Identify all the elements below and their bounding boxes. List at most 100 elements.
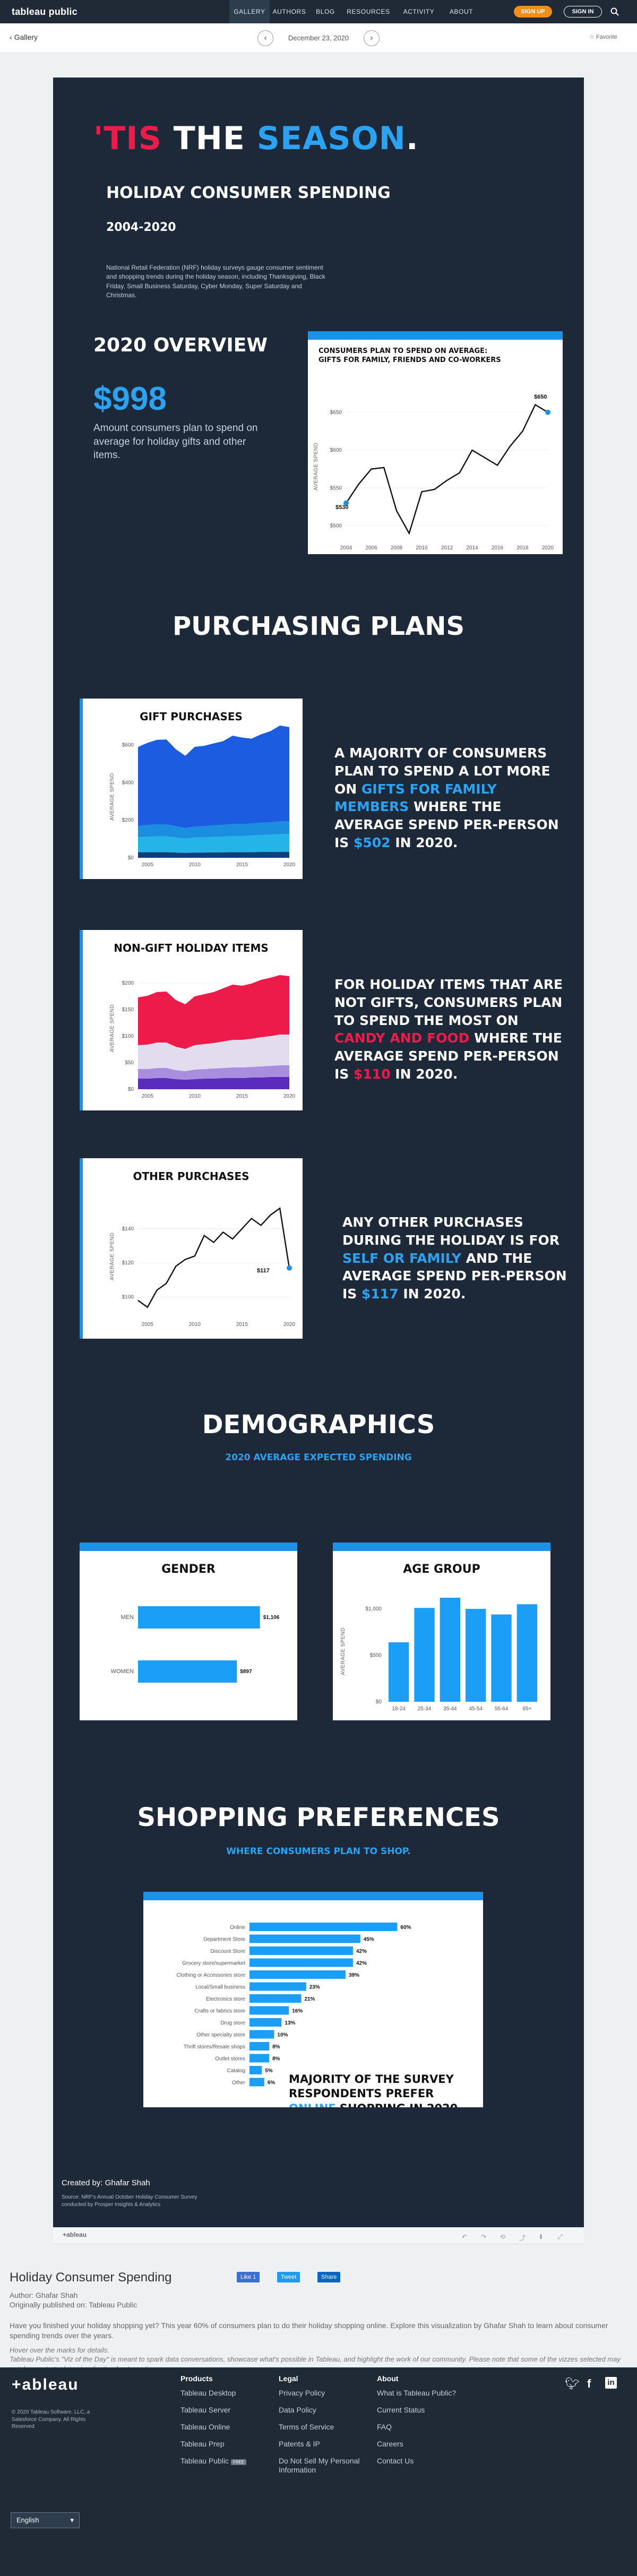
other-chart-title: OTHER PURCHASES [133, 1170, 249, 1183]
tableau-toolbar-logo[interactable]: +ableau [63, 2231, 87, 2238]
footer-legal-heading: Legal [279, 2374, 298, 2383]
gallery-back-link[interactable]: ‹ Gallery [10, 33, 38, 41]
hero-the: THE [161, 120, 257, 157]
viz-title: Holiday Consumer Spending [10, 2270, 172, 2285]
previous-viz-button[interactable]: ‹ [257, 30, 273, 46]
next-viz-button[interactable]: › [364, 30, 380, 46]
gift-highlight: GIFTS FOR FAMILY MEMBERS [334, 781, 497, 815]
other-line-chart[interactable]: $100 $120 $140 2005 2010 2015 2020 [80, 1158, 303, 1339]
nav-blog[interactable]: BLOG [316, 8, 335, 15]
favorite-button[interactable]: ☆ Favorite [589, 33, 617, 40]
shop-category-label: Electronics store [206, 1996, 245, 2002]
footer-link-tableau-public[interactable]: Tableau Public FREE [180, 2457, 247, 2474]
undo-icon[interactable]: ↶ [462, 2233, 468, 2241]
linkedin-icon[interactable]: in [605, 2377, 617, 2389]
shopping-bar-chart[interactable]: Online 60% Department Store 45% Discount Sto… [143, 1892, 483, 2107]
shop-value-label: 8% [272, 2044, 280, 2050]
redo-icon[interactable]: ↷ [481, 2233, 487, 2241]
footer-link-tableau-desktop[interactable]: Tableau Desktop [180, 2389, 236, 2397]
shop-bar [249, 2018, 282, 2027]
gender-bar [138, 1606, 260, 1629]
linkedin-share-button[interactable]: Share [317, 2272, 341, 2282]
age-bar [440, 1598, 460, 1702]
footer-link-do-not-sell[interactable]: Do Not Sell My Personal Information [279, 2457, 360, 2474]
footer-link-data-policy[interactable]: Data Policy [279, 2406, 316, 2414]
y-tick-label: $200 [122, 980, 134, 986]
footer-link-careers[interactable]: Careers [377, 2440, 403, 2448]
footer-link-privacy-policy[interactable]: Privacy Policy [279, 2389, 325, 2397]
other-narrative: ANY OTHER PURCHASES DURING THE HOLIDAY I… [342, 1213, 576, 1303]
overview-start-label: $530 [335, 504, 349, 511]
gender-bar [138, 1660, 237, 1683]
other-end-label: $117 [257, 1268, 270, 1274]
fullscreen-icon[interactable]: ⤢ [557, 2233, 563, 2241]
gender-category-label: WOMEN [111, 1668, 134, 1675]
footer-link-what-is-tableau-public[interactable]: What is Tableau Public? [377, 2389, 457, 2397]
footer-link-patents[interactable]: Patents & IP [279, 2440, 320, 2448]
card-left-bar [80, 930, 83, 1110]
download-icon[interactable]: ⬇ [538, 2233, 544, 2241]
shop-bar [249, 2042, 270, 2051]
footer-link-tableau-server[interactable]: Tableau Server [180, 2406, 231, 2414]
x-tick-label: 2020 [542, 545, 554, 551]
intro-text: National Retail Federation (NRF) holiday… [106, 264, 325, 299]
y-tick-label: $650 [330, 410, 342, 416]
footer-link-current-status[interactable]: Current Status [377, 2406, 425, 2414]
overview-end-label: $650 [534, 394, 547, 400]
card-left-bar [80, 1158, 83, 1339]
viz-dashboard[interactable]: 'TIS THE SEASON. HOLIDAY CONSUMER SPENDI… [53, 77, 584, 2227]
nav-about[interactable]: ABOUT [449, 8, 474, 15]
footer-link-tableau-prep[interactable]: Tableau Prep [180, 2440, 225, 2448]
x-tick-label: 2020 [283, 1093, 296, 1099]
shop-value-label: 10% [277, 2032, 288, 2038]
tableau-public-logo[interactable]: tableau public [12, 6, 78, 17]
sign-up-button[interactable]: SIGN UP [514, 6, 552, 18]
nongift-area-chart[interactable]: $0 $50 $100 $150 $200 2005 2010 2015 2020 [80, 930, 303, 1110]
footer-link-terms[interactable]: Terms of Service [279, 2423, 334, 2431]
gift-area-chart[interactable]: $0 $200 $400 $600 2005 2010 2015 2020 [80, 699, 303, 879]
tweet-button[interactable]: Tweet [277, 2272, 300, 2282]
age-category-label: 35-44 [443, 1706, 457, 1712]
sign-in-button[interactable]: SIGN IN [564, 6, 602, 18]
area-series-0 [138, 851, 289, 858]
nav-activity[interactable]: ACTIVITY [403, 8, 435, 15]
nav-gallery[interactable]: GALLERY [229, 0, 270, 23]
revert-icon[interactable]: ⟲ [500, 2233, 506, 2241]
y-tick-label: $150 [122, 1007, 134, 1013]
gift-text-a: A MAJORITY OF CONSUMERS PLAN TO SPEND A … [334, 745, 550, 797]
shop-category-label: Clothing or Accessories store [176, 1972, 245, 1978]
y-tick-label: $550 [330, 485, 342, 491]
shop-category-label: Department Store [203, 1937, 245, 1943]
facebook-like-button[interactable]: Like 1 [237, 2272, 260, 2282]
facebook-icon[interactable]: f [587, 2377, 591, 2390]
gender-bar-chart[interactable]: MEN $1,106 WOMEN $897 [80, 1543, 297, 1720]
language-value: English [16, 2516, 39, 2524]
y-tick-label: $140 [122, 1226, 134, 1232]
shop-bar [249, 1958, 353, 1967]
shop-category-label: Crafts or fabrics store [194, 2009, 245, 2014]
shop-bar [249, 1994, 302, 2003]
nav-authors[interactable]: AUTHORS [272, 8, 306, 15]
footer-link-contact-us[interactable]: Contact Us [377, 2457, 414, 2465]
age-category-label: 65+ [522, 1706, 531, 1712]
age-bar-chart[interactable]: $0 $500 $1,000 18-24 25-34 35-44 45-54 55-64 65+ [333, 1543, 550, 1720]
age-chart-card: AGE GROUP AVERAGE SPEND $0 $500 $1,000 18-2… [333, 1543, 550, 1720]
shop-category-label: Local/Small business [195, 1985, 245, 1991]
nav-resources[interactable]: RESOURCES [347, 8, 390, 15]
footer-link-faq[interactable]: FAQ [377, 2423, 392, 2431]
x-tick-label: 2010 [416, 545, 428, 551]
x-tick-label: 2012 [441, 545, 453, 551]
nongift-chart-title: NON-GIFT HOLIDAY ITEMS [114, 942, 269, 954]
viz-author: Author: Ghafar Shah [10, 2291, 78, 2299]
footer-link-tableau-online[interactable]: Tableau Online [180, 2423, 230, 2431]
gift-text-b: WHERE THE AVERAGE SPEND PER-PERSON IS [334, 799, 559, 850]
language-select[interactable]: English ▾ [11, 2512, 80, 2528]
age-bar [491, 1614, 512, 1702]
share-icon[interactable]: ⤴ [519, 2234, 526, 2242]
twitter-icon[interactable]: 🐦︎ [565, 2377, 580, 2390]
footer-about-list: What is Tableau Public? Current Status F… [377, 2389, 456, 2474]
series-line [346, 403, 548, 535]
overview-line-chart[interactable]: $500 $550 $600 $650 2004 2006 2008 2010 2012 2014… [308, 331, 563, 554]
tableau-footer-logo[interactable]: +ableau [12, 2376, 79, 2393]
search-icon[interactable] [610, 7, 619, 16]
